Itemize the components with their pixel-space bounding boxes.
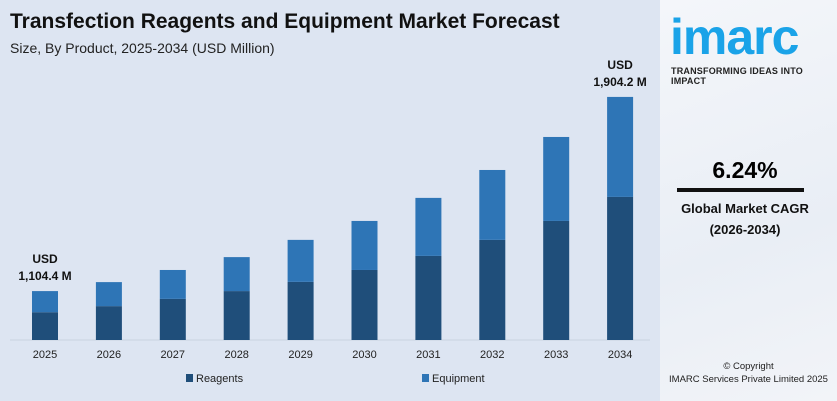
annotation-2025: 1,104.4 M (18, 269, 71, 283)
cagr-period: (2026-2034) (709, 222, 781, 237)
annotation-2025: USD (32, 252, 58, 266)
bar-equipment-2033 (543, 136, 570, 221)
imarc-logo: imarc (670, 9, 799, 65)
bar-reagents-2027 (159, 298, 186, 340)
company-name: IMARC Services Private Limited 2025 (669, 374, 828, 385)
x-tick-label: 2033 (544, 349, 568, 361)
x-tick-label: 2029 (288, 349, 312, 361)
x-tick-label: 2028 (224, 349, 248, 361)
divider (677, 188, 804, 192)
chart-panel: Transfection Reagents and Equipment Mark… (0, 0, 660, 401)
bar-reagents-2029 (287, 281, 314, 340)
bar-equipment-2029 (287, 239, 314, 282)
x-tick-label: 2026 (97, 349, 121, 361)
legend-label-equipment: Equipment (432, 373, 485, 385)
chart-subtitle: Size, By Product, 2025-2034 (USD Million… (10, 40, 275, 56)
x-tick-label: 2025 (33, 349, 57, 361)
legend-label-reagents: Reagents (196, 373, 244, 385)
bar-equipment-2028 (223, 257, 250, 292)
bar-equipment-2026 (95, 282, 122, 307)
x-tick-label: 2032 (480, 349, 504, 361)
bar-equipment-2034 (607, 96, 634, 197)
x-tick-label: 2031 (416, 349, 440, 361)
bar-chart: 2025 2026 2027 2028 2029 2030 2031 2032 2033 2034… (10, 58, 650, 385)
bar-reagents-2033 (543, 220, 570, 340)
bar-equipment-2031 (415, 197, 442, 256)
annotation-2034: USD (607, 58, 633, 72)
bar-reagents-2030 (351, 269, 378, 340)
chart-title: Transfection Reagents and Equipment Mark… (10, 10, 560, 33)
bar-reagents-2031 (415, 255, 442, 340)
bar-equipment-2030 (351, 220, 378, 270)
x-tick-label: 2030 (352, 349, 376, 361)
bar-reagents-2032 (479, 239, 506, 340)
side-panel: imarc TRANSFORMING IDEAS INTO IMPACT 6.2… (660, 0, 837, 401)
bar-equipment-2027 (159, 269, 186, 299)
legend-swatch-reagents (186, 374, 193, 382)
copyright: © Copyright (723, 361, 774, 372)
bar-equipment-2025 (32, 291, 58, 313)
bar-reagents-2025 (32, 312, 58, 340)
legend-swatch-equipment (422, 374, 429, 382)
bar-reagents-2028 (223, 291, 250, 340)
x-tick-label: 2027 (161, 349, 185, 361)
x-tick-label: 2034 (608, 349, 632, 361)
bar-reagents-2034 (607, 196, 634, 340)
bar-reagents-2026 (95, 306, 122, 340)
annotation-2034: 1,904.2 M (593, 75, 646, 89)
tagline: TRANSFORMING IDEAS INTO IMPACT (671, 66, 803, 86)
cagr-label: Global Market CAGR (681, 201, 809, 216)
bar-equipment-2032 (479, 169, 506, 240)
cagr-value: 6.24% (712, 157, 778, 183)
